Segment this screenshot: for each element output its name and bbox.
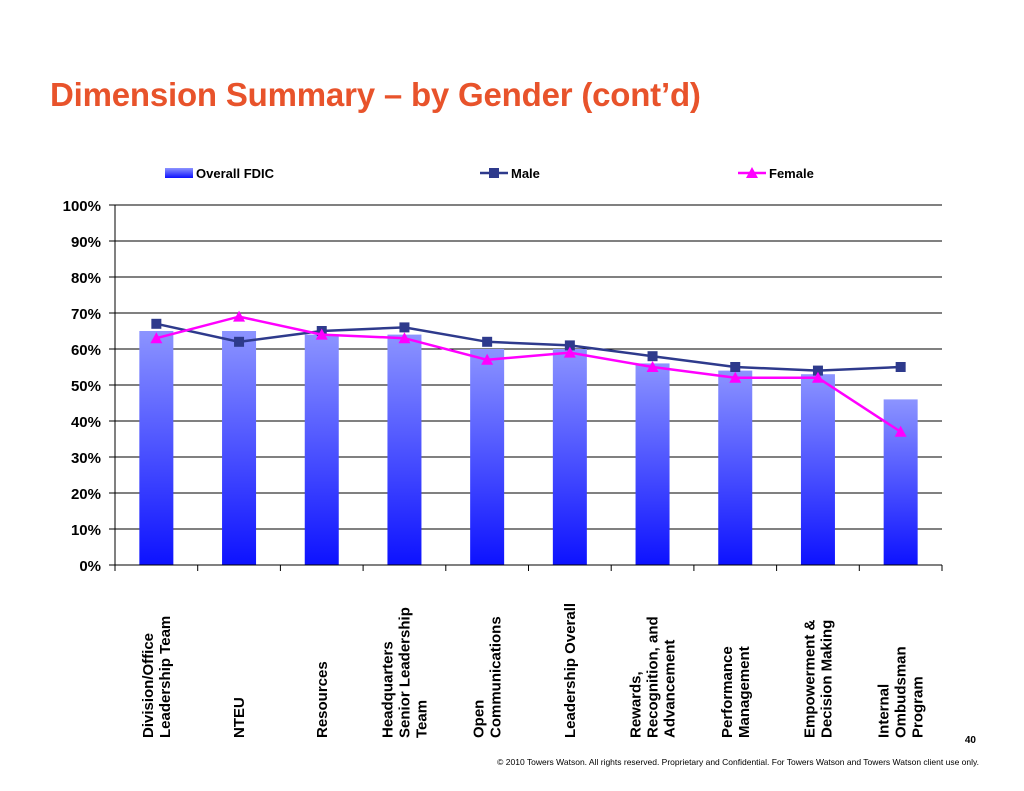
series-marker bbox=[564, 340, 575, 351]
y-tick-label: 50% bbox=[71, 378, 101, 395]
x-category-label-line: Empowerment & bbox=[801, 619, 818, 738]
x-category-label: NTEU bbox=[231, 697, 248, 738]
series-marker bbox=[150, 332, 163, 344]
series-marker bbox=[730, 362, 741, 372]
y-tick-label: 100% bbox=[63, 198, 101, 215]
bar bbox=[222, 331, 257, 565]
x-category-label-line: Communications bbox=[488, 616, 505, 738]
series-marker bbox=[563, 346, 576, 358]
series-marker bbox=[811, 371, 824, 383]
x-category-label-line: Headquarters bbox=[379, 641, 396, 738]
y-tick-label: 60% bbox=[71, 342, 101, 359]
y-tick-label: 80% bbox=[71, 270, 101, 287]
copyright-footer: © 2010 Towers Watson. All rights reserve… bbox=[497, 757, 979, 767]
y-tick-labels: 0% 10% 20% 30% 40% 50% 60% 70% 80% 90% 100% bbox=[63, 198, 101, 575]
slide-title: Dimension Summary – by Gender (cont’d) bbox=[50, 76, 701, 113]
series-marker bbox=[729, 371, 742, 383]
bar bbox=[387, 334, 422, 565]
series-marker bbox=[646, 361, 659, 372]
series-marker bbox=[894, 425, 907, 437]
x-category-label-line: Program bbox=[910, 676, 927, 738]
y-tick-label: 70% bbox=[71, 306, 101, 323]
y-tick-label: 30% bbox=[71, 450, 101, 467]
x-category-label-line: Rewards, bbox=[628, 671, 645, 738]
x-category-label-line: Recognition, and bbox=[645, 616, 662, 738]
series-marker bbox=[234, 336, 245, 347]
x-category-label-line: Leadership Team bbox=[157, 616, 174, 738]
series-marker bbox=[233, 310, 246, 322]
legend-marker bbox=[489, 168, 499, 178]
series-marker bbox=[481, 353, 494, 365]
x-category-label: Empowerment & Decision Making bbox=[801, 619, 835, 738]
legend-marker bbox=[746, 167, 758, 178]
x-category-label-line: Division/Office bbox=[140, 633, 157, 738]
legend-label: Male bbox=[511, 166, 540, 181]
x-category-label-line: Senior Leadership bbox=[396, 607, 413, 738]
x-category-label: Rewards, Recognition, and Advancement bbox=[628, 616, 679, 738]
bar bbox=[552, 349, 587, 565]
chart-legend: Overall FDIC Male Female bbox=[165, 166, 814, 181]
x-category-label-line: Management bbox=[736, 646, 753, 738]
y-tick-label: 20% bbox=[71, 486, 101, 503]
line-series bbox=[150, 310, 907, 437]
x-category-label-line: Open bbox=[471, 700, 488, 738]
legend-label: Female bbox=[769, 166, 814, 181]
y-tick-label: 10% bbox=[71, 522, 101, 539]
x-category-labels: Division/Office Leadership Team NTEU Resour… bbox=[140, 603, 927, 738]
x-category-label-line: Leadership Overall bbox=[562, 603, 579, 738]
x-category-label-line: Resources bbox=[314, 661, 331, 738]
series-marker bbox=[399, 322, 410, 333]
axes bbox=[109, 204, 943, 571]
series-marker bbox=[647, 351, 658, 362]
legend-swatch bbox=[165, 168, 193, 178]
bar-series bbox=[139, 331, 918, 565]
x-category-label: Headquarters Senior Leadership Team bbox=[379, 607, 430, 738]
bar bbox=[718, 370, 753, 565]
x-category-label-line: Team bbox=[413, 700, 430, 738]
series-marker bbox=[812, 365, 823, 376]
x-category-label-line: Performance bbox=[719, 646, 736, 738]
x-category-label-line: Advancement bbox=[662, 640, 679, 738]
x-category-label: Division/Office Leadership Team bbox=[140, 616, 174, 738]
bar bbox=[635, 363, 670, 565]
series-marker bbox=[398, 332, 411, 344]
series-line bbox=[156, 322, 901, 372]
x-category-label: Performance Management bbox=[719, 646, 753, 738]
x-category-label: Leadership Overall bbox=[562, 603, 579, 738]
x-category-label-line: Decision Making bbox=[818, 620, 835, 738]
bar bbox=[800, 374, 835, 565]
x-category-label: Open Communications bbox=[471, 616, 505, 738]
series-marker bbox=[895, 362, 906, 372]
bar bbox=[304, 334, 339, 565]
x-category-label-line: NTEU bbox=[231, 697, 248, 738]
page-number: 40 bbox=[964, 735, 976, 746]
x-category-label: Resources bbox=[314, 661, 331, 738]
x-category-label-line: Internal bbox=[876, 684, 893, 738]
legend-label: Overall FDIC bbox=[196, 166, 275, 181]
series-marker bbox=[482, 336, 493, 347]
bar bbox=[139, 331, 174, 565]
series-line bbox=[156, 315, 902, 433]
x-category-label-line: Ombudsman bbox=[893, 646, 910, 738]
y-tick-label: 0% bbox=[79, 558, 101, 575]
y-tick-label: 40% bbox=[71, 414, 101, 431]
series-marker bbox=[315, 328, 328, 340]
x-category-label: Internal Ombudsman Program bbox=[876, 646, 927, 738]
series-marker bbox=[151, 318, 162, 329]
bar bbox=[470, 349, 505, 565]
y-tick-label: 90% bbox=[71, 234, 101, 251]
